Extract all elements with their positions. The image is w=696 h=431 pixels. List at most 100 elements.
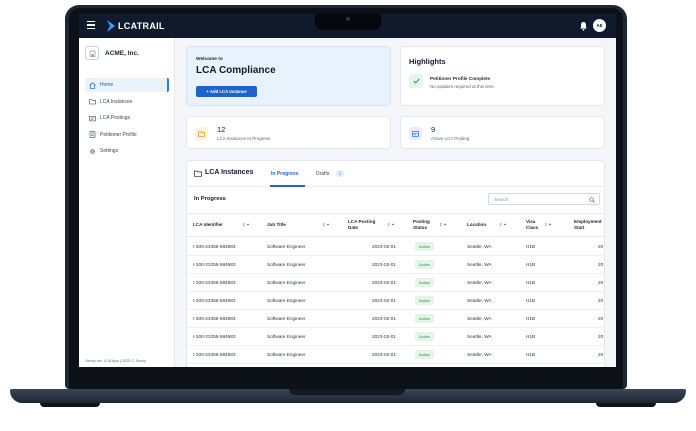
status-badge: Active: [415, 314, 434, 323]
sort-filter-icon[interactable]: ⇕ ⏷: [387, 222, 395, 227]
cell-location: Seattle, WA: [467, 244, 492, 249]
menu-icon[interactable]: [87, 21, 95, 30]
column-header-visa-class[interactable]: Visa Class: [526, 219, 538, 230]
column-header-label: LCA Identifier: [193, 222, 223, 227]
home-icon: [89, 81, 96, 89]
column-header-label: Start: [574, 224, 585, 230]
stat-label: LCA Instances In Progress: [217, 136, 271, 141]
column-header-label: LCA Posting: [348, 219, 376, 224]
org-switcher[interactable]: ACME, Inc.: [85, 46, 139, 60]
laptop-foot-left: [40, 403, 100, 407]
sidebar-item-home[interactable]: Home: [85, 78, 169, 92]
cell-employment-start: 20: [598, 316, 604, 321]
sidebar-item-petitioner-profile[interactable]: Petitioner Profile: [85, 128, 169, 142]
cell-location: Seattle, WA: [467, 352, 492, 357]
search-placeholder: Search: [494, 197, 509, 202]
sidebar-footer: Jinvoy Inc. LCA App | 2025 © Jinvoy: [85, 359, 146, 363]
cell-visa-class: H1B: [526, 262, 536, 267]
table-row[interactable]: I-200-23355-584983 Software Engineer 2023-…: [187, 346, 604, 364]
cell-location: Seattle, WA: [467, 280, 492, 285]
cell-posting-date: 2023-02-01: [372, 352, 396, 357]
cell-posting-date: 2023-02-01: [372, 280, 396, 285]
check-icon: [409, 74, 423, 88]
cell-job-title: Software Engineer: [267, 262, 306, 267]
cell-location: Seattle, WA: [467, 316, 492, 321]
sort-filter-icon[interactable]: ⇕ ⏷: [322, 222, 330, 227]
column-header-label: Class: [526, 224, 539, 230]
status-badge: Active: [415, 350, 434, 359]
search-input[interactable]: Search: [488, 193, 600, 205]
stat-value: 12: [217, 125, 226, 134]
building-icon: [85, 46, 99, 60]
cell-employment-start: 20: [598, 262, 604, 267]
add-lca-instance-button[interactable]: + Add LCA Instance: [196, 86, 257, 97]
column-header-job-title[interactable]: Job Title: [267, 222, 286, 228]
cell-lca-identifier: I-200-23355-584983: [193, 244, 236, 249]
cell-lca-identifier: I-200-23355-584983: [193, 262, 236, 267]
sidebar-item-lca-instances[interactable]: LCA Instances: [85, 95, 169, 109]
bell-icon[interactable]: [579, 21, 588, 31]
logo-mark-icon: [107, 20, 115, 32]
column-header-label: Date: [348, 224, 358, 230]
postings-icon: [409, 127, 422, 140]
status-badge: Active: [415, 242, 434, 251]
highlight-item-subtitle: No updates required at this time.: [430, 84, 496, 89]
postings-icon: [89, 115, 96, 121]
cell-visa-class: H1B: [526, 298, 536, 303]
cell-job-title: Software Engineer: [267, 334, 306, 339]
sort-filter-icon[interactable]: ⇕ ⏷: [439, 222, 447, 227]
column-header-employment-start[interactable]: Employment Start: [574, 219, 602, 230]
cell-job-title: Software Engineer: [267, 352, 306, 357]
sidebar-item-lca-postings[interactable]: LCA Postings: [85, 111, 169, 125]
laptop-foot-right: [596, 403, 656, 407]
sidebar-item-label: Petitioner Profile: [100, 131, 137, 138]
column-header-lca-posting-date[interactable]: LCA Posting Date: [348, 219, 375, 230]
laptop-base: [10, 389, 686, 403]
cell-lca-identifier: I-200-23355-584983: [193, 352, 236, 357]
column-header-lca-identifier[interactable]: LCA Identifier: [193, 222, 223, 228]
camera-icon: [346, 17, 350, 21]
avatar[interactable]: AE: [593, 19, 606, 32]
tab-in-progress[interactable]: In Progress: [271, 171, 299, 177]
logo-text: LCATRAIL: [118, 21, 165, 31]
cell-posting-date: 2023-02-01: [372, 244, 396, 249]
cell-employment-start: 20: [598, 334, 604, 339]
cell-lca-identifier: I-200-23355-584983: [193, 316, 236, 321]
column-header-posting-status[interactable]: Posting Status: [413, 219, 430, 230]
cell-location: Seattle, WA: [467, 298, 492, 303]
sidebar-nav: Home LCA Instances LCA Postings Petition…: [85, 78, 169, 161]
cell-employment-start: 20: [598, 298, 604, 303]
sidebar-item-settings[interactable]: Settings: [85, 144, 169, 158]
sort-filter-icon[interactable]: ⇕ ⏷: [499, 222, 507, 227]
cell-location: Seattle, WA: [467, 334, 492, 339]
sidebar-item-label: LCA Instances: [100, 98, 133, 105]
table-header: LCA Identifier ⇕ ⏷ Job Title ⇕ ⏷ LCA Pos…: [187, 213, 604, 237]
app-logo[interactable]: LCATRAIL: [106, 19, 165, 33]
welcome-card: Welcome to LCA Compliance + Add LCA Inst…: [186, 46, 391, 106]
stat-card-active-posting[interactable]: 9 Active LCA Posting: [400, 116, 605, 149]
column-header-label: Job Title: [267, 222, 286, 227]
folder-icon: [194, 170, 202, 177]
sort-filter-icon[interactable]: ⇕ ⏷: [544, 222, 552, 227]
laptop-base-groove: [289, 389, 405, 395]
column-header-location[interactable]: Location: [467, 222, 486, 228]
cell-visa-class: H1B: [526, 334, 536, 339]
org-name: ACME, Inc.: [105, 49, 139, 57]
column-header-label: Status: [413, 224, 428, 230]
column-header-label: Employment: [574, 219, 602, 224]
stat-card-in-progress[interactable]: 12 LCA Instances In Progress: [186, 116, 391, 149]
app-screen: LCATRAIL AE ACME, Inc. Home LCA Instance…: [79, 14, 616, 367]
drafts-count-badge: 1: [336, 170, 344, 177]
sort-filter-icon[interactable]: ⇕ ⏷: [242, 222, 250, 227]
highlights-title: Highlights: [409, 57, 446, 66]
cell-employment-start: 20: [598, 352, 604, 357]
cell-visa-class: H1B: [526, 316, 536, 321]
tab-drafts[interactable]: Drafts: [316, 171, 330, 177]
